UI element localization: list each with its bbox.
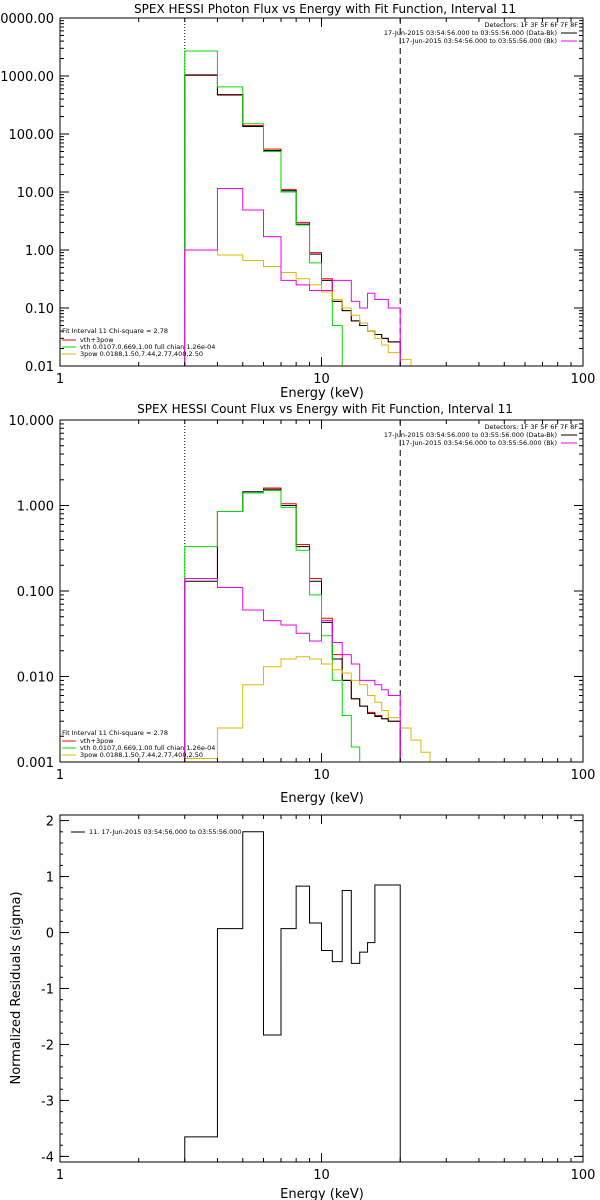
- series-3-histogram: [184, 249, 422, 366]
- panel1-legend-item: 17-Jun-2015 03:54:56.000 to 03:55:56.000…: [384, 29, 557, 37]
- x-tick-label: 100: [571, 372, 596, 387]
- x-tick-label: 1: [56, 768, 64, 783]
- plot-area: [184, 18, 422, 366]
- y-tick-label: 0: [46, 927, 54, 942]
- panel2-legend-item: 17-Jun-2015 03:54:56.000 to 03:55:56.000…: [402, 439, 557, 447]
- panel1-legend-top: Detectors: 1F 3F 5F 6F 7F 8F 17-Jun-2015…: [384, 21, 578, 45]
- y-tick-label: 100.00: [9, 128, 55, 143]
- plot-area: [184, 831, 401, 1162]
- photon-flux-panel: SPEX HESSI Photon Flux vs Energy with Fi…: [0, 2, 595, 401]
- y-tick-label: -3: [41, 1094, 54, 1109]
- panel1-axes: 1 10 100 0.01 0.10 1.00 10.00 100.00 1000.00 1000…: [0, 12, 595, 387]
- x-tick-label: 100: [571, 1168, 596, 1183]
- panel2-legend-item: 3pow 0.0188,1.50,7.44,2.77,400,2.50: [80, 751, 203, 759]
- y-tick-label: 0.100: [17, 585, 54, 600]
- panel2-legend-item: vth+3pow: [80, 737, 114, 745]
- y-tick-label: -4: [41, 1150, 54, 1165]
- panel2-legend-fit: Fit Interval 11 Chi-square = 2.78: [62, 729, 168, 737]
- panel3-axes: 1 10 100 -4 -3 -2 -1 0 1 2: [41, 814, 596, 1183]
- panel2-legend-top: Detectors: 1F 3F 5F 6F 7F 8F 17-Jun-2015…: [384, 423, 578, 447]
- panel3-legend-item: 11. 17-Jun-2015 03:54:56.000 to 03:55:56…: [89, 828, 241, 836]
- y-tick-label: 10000.00: [0, 12, 54, 27]
- y-tick-label: 0.10: [25, 302, 54, 317]
- panel1-legend-detectors: Detectors: 1F 3F 5F 6F 7F 8F: [484, 21, 578, 29]
- panel1-legend-item: vth+3pow: [80, 336, 114, 344]
- panel1-xlabel: Energy (keV): [280, 386, 364, 401]
- count-flux-panel: SPEX HESSI Count Flux vs Energy with Fit…: [9, 402, 596, 806]
- residuals-panel: 1 10 100 -4 -3 -2 -1 0 1 2 11. 17-Jun-2015 03:54:…: [9, 814, 596, 1200]
- plot-area: [184, 420, 439, 762]
- panel2-axes: 1 10 100 0.001 0.010 0.100 1.000 10.000: [9, 414, 596, 783]
- y-tick-label: 1: [46, 871, 54, 886]
- panel3-legend: 11. 17-Jun-2015 03:54:56.000 to 03:55:56…: [71, 828, 241, 836]
- x-tick-label: 1: [56, 372, 64, 387]
- y-tick-label: 0.010: [17, 671, 54, 686]
- panel3-xlabel: Energy (keV): [280, 1187, 364, 1200]
- series-3-histogram: [184, 656, 439, 762]
- series-4-histogram: [184, 187, 401, 366]
- x-tick-label: 10: [313, 1168, 330, 1183]
- panel2-title: SPEX HESSI Count Flux vs Energy with Fit…: [137, 402, 513, 416]
- y-tick-label: 1000.00: [0, 70, 54, 85]
- y-tick-label: -2: [41, 1038, 54, 1053]
- y-tick-label: 0.001: [17, 756, 54, 771]
- y-tick-label: 2: [46, 815, 54, 830]
- panel2-legend-item: 17-Jun-2015 03:54:56.000 to 03:55:56.000…: [384, 431, 557, 439]
- panel2-marks: [184, 420, 439, 762]
- panel1-marks: [184, 18, 422, 366]
- y-tick-label: 0.01: [25, 360, 54, 375]
- panel1-legend-item: 3pow 0.0188,1.50,7.44,2.77,400,2.50: [80, 350, 203, 358]
- y-tick-label: 1.00: [25, 244, 54, 259]
- series-0-histogram: [184, 831, 401, 1162]
- panel3-marks: [184, 831, 401, 1162]
- x-tick-label: 100: [571, 768, 596, 783]
- panel1-title: SPEX HESSI Photon Flux vs Energy with Fi…: [134, 2, 516, 16]
- panel1-legend-item: vth 0.0107,0.669,1.00 full chian 1.26e-0…: [80, 343, 215, 351]
- y-tick-label: 10.000: [9, 414, 55, 429]
- y-tick-label: -1: [41, 983, 54, 998]
- x-tick-label: 10: [313, 768, 330, 783]
- panel2-legend-bottom: Fit Interval 11 Chi-square = 2.78 vth+3p…: [62, 729, 215, 759]
- panel1-legend-bottom: Fit Interval 11 Chi-square = 2.78 vth+3p…: [62, 327, 215, 358]
- panel3-ylabel: Normalized Residuals (sigma): [9, 891, 24, 1084]
- series-4-histogram: [184, 578, 401, 762]
- panel2-legend-detectors: Detectors: 1F 3F 5F 6F 7F 8F: [484, 423, 578, 431]
- series-2-histogram: [184, 50, 352, 366]
- panel2-xlabel: Energy (keV): [280, 791, 364, 806]
- x-tick-label: 10: [313, 372, 330, 387]
- y-tick-label: 1.000: [17, 500, 54, 515]
- x-tick-label: 1: [56, 1168, 64, 1183]
- panel1-legend-item: 17-Jun-2015 03:54:56.000 to 03:55:56.000…: [402, 37, 557, 45]
- panel1-legend-fit: Fit Interval 11 Chi-square = 2.78: [62, 327, 168, 335]
- y-tick-label: 10.00: [17, 186, 54, 201]
- series-2-histogram: [184, 489, 361, 762]
- panel2-legend-item: vth 0.0107,0.669,1.00 full chian 1.26e-0…: [80, 744, 215, 752]
